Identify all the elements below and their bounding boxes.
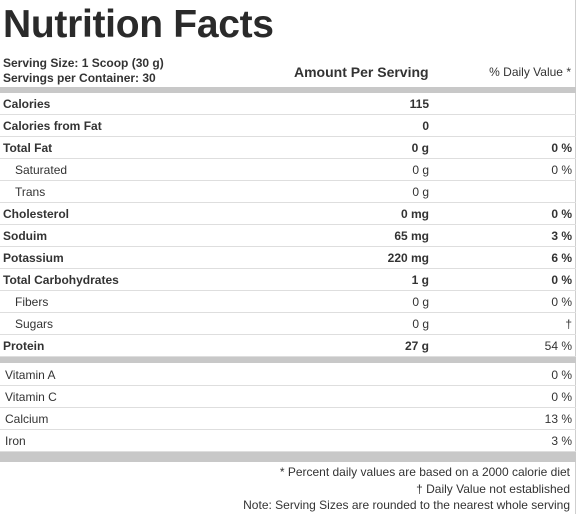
vitamin-daily-value: 13 % xyxy=(544,412,572,426)
nutrient-amount: 0 xyxy=(422,119,429,133)
serving-size: Serving Size: 1 Scoop (30 g) xyxy=(3,56,164,70)
vitamin-table: Vitamin A 0 % Vitamin C 0 % Calcium 13 %… xyxy=(0,364,576,452)
footnotes: * Percent daily values are based on a 20… xyxy=(243,464,570,514)
nutrient-row-protein: Protein 27 g 54 % xyxy=(0,335,576,357)
nutrient-row-total-fat: Total Fat 0 g 0 % xyxy=(0,137,576,159)
nutrient-label: Soduim xyxy=(3,229,47,243)
vitamin-row-vitamin-a: Vitamin A 0 % xyxy=(0,364,576,386)
vitamin-label: Vitamin A xyxy=(5,368,56,382)
divider-bar xyxy=(0,357,576,363)
nutrient-daily-value: 54 % xyxy=(544,339,572,353)
nutrient-label: Total Fat xyxy=(3,141,53,155)
footnote-serving-note: Note: Serving Sizes are rounded to the n… xyxy=(243,498,570,512)
nutrient-amount: 1 g xyxy=(411,273,429,287)
nutrient-label: Trans xyxy=(15,185,46,199)
nutrient-row-calories-from-fat: Calories from Fat 0 xyxy=(0,115,576,137)
vitamin-daily-value: 0 % xyxy=(551,368,572,382)
nutrient-daily-value: 0 % xyxy=(551,163,572,177)
page-title: Nutrition Facts xyxy=(3,3,274,46)
nutrient-label: Cholesterol xyxy=(3,207,70,221)
nutrient-row-fibers: Fibers 0 g 0 % xyxy=(0,291,576,313)
nutrient-row-sugars: Sugars 0 g † xyxy=(0,313,576,335)
nutrient-row-total-carbohydrates: Total Carbohydrates 1 g 0 % xyxy=(0,269,576,291)
nutrient-row-saturated: Saturated 0 g 0 % xyxy=(0,159,576,181)
footnote-daily-values: * Percent daily values are based on a 20… xyxy=(279,465,570,479)
nutrient-label: Sugars xyxy=(15,317,54,331)
nutrient-label: Total Carbohydrates xyxy=(3,273,119,287)
nutrient-daily-value: 0 % xyxy=(551,141,572,155)
nutrient-label: Potassium xyxy=(3,251,64,265)
nutrient-row-cholesterol: Cholesterol 0 mg 0 % xyxy=(0,203,576,225)
servings-per-container: Servings per Container: 30 xyxy=(3,71,156,85)
vitamin-label: Vitamin C xyxy=(5,390,57,404)
nutrient-label: Fibers xyxy=(15,295,49,309)
nutrient-label: Saturated xyxy=(15,163,68,177)
nutrient-row-trans: Trans 0 g xyxy=(0,181,576,203)
nutrient-row-sodium: Soduim 65 mg 3 % xyxy=(0,225,576,247)
vitamin-label: Calcium xyxy=(5,412,49,426)
divider-bar xyxy=(0,452,576,462)
vitamin-row-iron: Iron 3 % xyxy=(0,430,576,452)
vitamin-row-calcium: Calcium 13 % xyxy=(0,408,576,430)
nutrient-daily-value: 6 % xyxy=(551,251,572,265)
nutrient-daily-value: 0 % xyxy=(551,295,572,309)
nutrient-daily-value: 0 % xyxy=(551,273,572,287)
nutrient-amount: 115 xyxy=(409,97,429,111)
nutrient-amount: 0 g xyxy=(412,295,429,309)
nutrient-daily-value: 3 % xyxy=(551,229,572,243)
nutrient-amount: 0 g xyxy=(412,317,429,331)
nutrient-label: Protein xyxy=(3,339,45,353)
nutrient-row-potassium: Potassium 220 mg 6 % xyxy=(0,247,576,269)
nutrient-amount: 0 g xyxy=(412,185,429,199)
nutrient-amount: 220 mg xyxy=(387,251,429,265)
vitamin-daily-value: 3 % xyxy=(551,434,572,448)
vitamin-daily-value: 0 % xyxy=(551,390,572,404)
nutrient-table: Calories 115 Calories from Fat 0 Total F… xyxy=(0,93,576,357)
nutrient-amount: 27 g xyxy=(404,339,429,353)
nutrient-amount: 65 mg xyxy=(394,229,429,243)
vitamin-row-vitamin-c: Vitamin C 0 % xyxy=(0,386,576,408)
nutrient-daily-value: † xyxy=(565,317,572,331)
nutrient-row-calories: Calories 115 xyxy=(0,93,576,115)
nutrient-amount: 0 g xyxy=(411,141,429,155)
nutrient-label: Calories from Fat xyxy=(3,119,102,133)
serving-info: Serving Size: 1 Scoop (30 g) Servings pe… xyxy=(3,56,164,86)
footnote-not-established: † Daily Value not established xyxy=(416,481,570,496)
amount-per-serving-header: Amount Per Serving xyxy=(294,64,429,80)
nutrient-amount: 0 g xyxy=(412,163,429,177)
nutrient-label: Calories xyxy=(3,97,51,111)
nutrient-amount: 0 mg xyxy=(400,207,429,221)
daily-value-header: % Daily Value * xyxy=(489,65,571,79)
divider-bar xyxy=(0,87,576,93)
nutrient-daily-value: 0 % xyxy=(551,207,572,221)
vitamin-label: Iron xyxy=(5,434,26,448)
